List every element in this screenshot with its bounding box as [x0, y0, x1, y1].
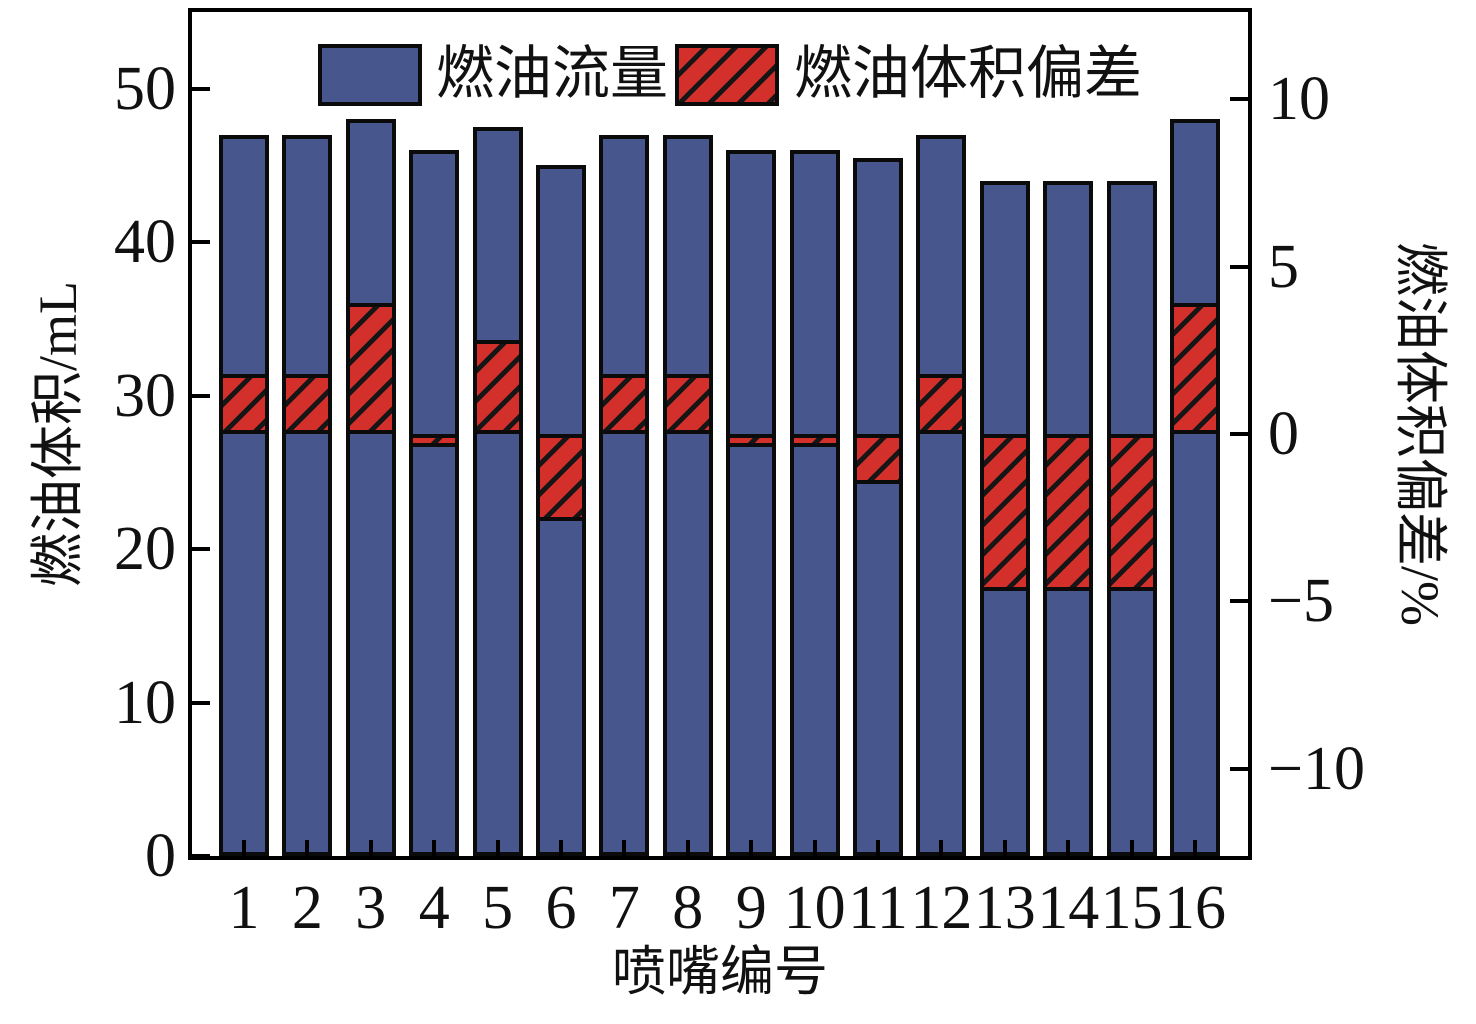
x-tick-8 [685, 840, 690, 856]
volume-deviation-bar-1 [219, 373, 269, 434]
legend-label-volume-deviation: 燃油体积偏差 [794, 41, 1143, 106]
x-tick-label-14: 14 [1037, 874, 1100, 942]
x-tick-5 [495, 840, 500, 856]
x-tick-14 [1066, 840, 1071, 856]
x-tick-label-1: 1 [228, 874, 260, 942]
right-y-tick-0 [1230, 432, 1248, 436]
x-tick-label-16: 16 [1164, 874, 1226, 942]
x-tick-1 [242, 840, 246, 856]
x-axis-title: 喷嘴编号 [612, 942, 828, 1002]
left-y-tick-10 [192, 700, 210, 705]
right-y-tick-label--5: −5 [1268, 567, 1334, 636]
left-y-tick-50 [192, 86, 210, 91]
x-tick-label-11: 11 [848, 874, 908, 942]
legend-swatch-fuel-flow [318, 44, 422, 106]
fuel-flow-bar-4 [409, 150, 460, 856]
x-tick-label-6: 6 [545, 874, 577, 942]
x-tick-6 [559, 840, 563, 856]
right-y-tick-label-10: 10 [1268, 65, 1330, 134]
x-tick-2 [305, 840, 310, 856]
legend-swatch-volume-deviation [675, 44, 779, 106]
x-tick-label-10: 10 [783, 874, 846, 942]
right-y-tick--5 [1230, 599, 1248, 604]
left-y-tick-label-10: 10 [114, 668, 176, 737]
fuel-flow-bar-12 [916, 134, 967, 856]
x-tick-13 [1002, 840, 1007, 856]
right-y-tick-label-5: 5 [1268, 232, 1299, 301]
x-tick-11 [876, 840, 880, 856]
fuel-flow-bar-10 [789, 150, 840, 856]
volume-deviation-bar-11 [853, 434, 903, 485]
x-tick-4 [432, 840, 437, 856]
fuel-flow-bar-16 [1170, 119, 1220, 856]
right-y-tick-label-0: 0 [1268, 400, 1299, 468]
x-tick-label-5: 5 [482, 874, 514, 942]
left-y-tick-label-50: 50 [114, 54, 176, 123]
fuel-flow-bar-2 [282, 134, 333, 856]
fuel-flow-bar-3 [345, 119, 396, 856]
fuel-flow-bar-11 [853, 157, 903, 856]
x-tick-label-7: 7 [608, 874, 640, 942]
fuel-flow-bar-5 [472, 127, 523, 856]
fuel-flow-bar-9 [726, 150, 777, 856]
volume-deviation-bar-12 [916, 373, 967, 434]
right-y-tick--10 [1230, 766, 1248, 771]
volume-deviation-bar-16 [1170, 303, 1220, 434]
right-y-tick-5 [1230, 264, 1248, 269]
x-tick-label-3: 3 [355, 874, 387, 942]
x-tick-label-8: 8 [672, 874, 704, 942]
fuel-flow-bar-8 [662, 134, 713, 856]
x-tick-label-12: 12 [910, 874, 973, 942]
volume-deviation-bar-13 [979, 434, 1030, 592]
volume-deviation-bar-5 [472, 340, 523, 434]
right-y-tick-label--10: −10 [1268, 734, 1365, 803]
volume-deviation-bar-6 [536, 434, 586, 522]
x-tick-3 [368, 840, 373, 856]
volume-deviation-bar-15 [1106, 434, 1157, 592]
left-y-tick-20 [192, 547, 210, 552]
left-y-tick-label-20: 20 [114, 515, 176, 584]
left-y-tick-30 [192, 393, 210, 398]
x-tick-7 [622, 840, 627, 856]
fuel-flow-bar-7 [599, 134, 650, 856]
volume-deviation-bar-14 [1043, 434, 1094, 592]
left-y-tick-label-40: 40 [114, 208, 176, 277]
legend-label-fuel-flow: 燃油流量 [436, 41, 669, 106]
x-tick-15 [1129, 840, 1134, 856]
x-tick-16 [1193, 840, 1197, 856]
volume-deviation-bar-2 [282, 373, 333, 434]
right-y-tick-10 [1230, 97, 1248, 102]
x-tick-10 [812, 840, 817, 856]
x-tick-label-4: 4 [418, 874, 450, 942]
left-y-tick-0 [192, 854, 210, 858]
volume-deviation-bar-3 [345, 303, 396, 434]
left-y-tick-label-0: 0 [145, 822, 176, 890]
x-tick-9 [749, 840, 754, 856]
volume-deviation-bar-9 [726, 434, 777, 448]
left-y-tick-label-30: 30 [114, 361, 176, 430]
left-y-tick-40 [192, 240, 210, 245]
x-tick-label-9: 9 [735, 874, 767, 942]
plot-area [188, 8, 1252, 860]
volume-deviation-bar-4 [409, 434, 460, 448]
x-tick-label-2: 2 [291, 874, 323, 942]
volume-deviation-bar-7 [599, 373, 650, 434]
volume-deviation-bar-10 [789, 434, 840, 448]
x-tick-label-13: 13 [973, 874, 1036, 942]
fuel-flow-bar-1 [219, 134, 269, 856]
right-y-axis-title: 燃油体积偏差/% [1390, 242, 1450, 626]
x-tick-12 [939, 840, 944, 856]
volume-deviation-bar-8 [662, 373, 713, 434]
x-tick-label-15: 15 [1100, 874, 1163, 942]
